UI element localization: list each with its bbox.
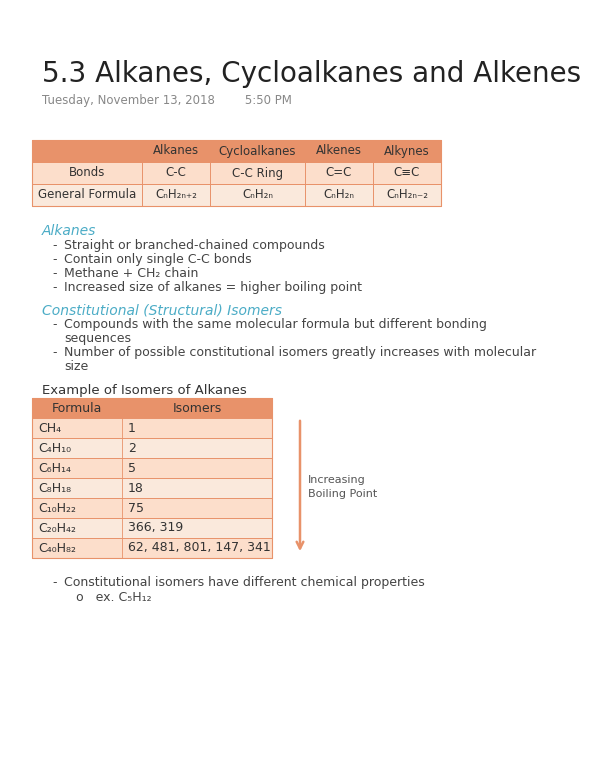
Text: -: - — [52, 318, 57, 331]
Text: -: - — [52, 281, 57, 294]
Text: Isomers: Isomers — [173, 401, 221, 414]
Bar — [32, 418, 272, 438]
Bar — [32, 498, 272, 518]
Text: -: - — [52, 239, 57, 252]
Text: C₁₀H₂₂: C₁₀H₂₂ — [38, 501, 76, 514]
Text: C₄H₁₀: C₄H₁₀ — [38, 441, 71, 454]
Text: Alkanes: Alkanes — [42, 224, 96, 238]
Text: o   ex. C₅H₁₂: o ex. C₅H₁₂ — [76, 591, 152, 604]
Text: C₈H₁₈: C₈H₁₈ — [38, 481, 71, 494]
Text: C-C: C-C — [165, 166, 186, 179]
Text: Tuesday, November 13, 2018        5:50 PM: Tuesday, November 13, 2018 5:50 PM — [42, 94, 292, 107]
Text: C₄₀H₈₂: C₄₀H₈₂ — [38, 541, 76, 554]
Bar — [32, 140, 441, 206]
Bar — [32, 184, 441, 206]
Bar — [32, 518, 272, 538]
Text: 62, 481, 801, 147, 341: 62, 481, 801, 147, 341 — [128, 541, 271, 554]
Text: CₙH₂ₙ: CₙH₂ₙ — [242, 189, 273, 202]
Text: Alkanes: Alkanes — [153, 145, 199, 158]
Text: Contain only single C-C bonds: Contain only single C-C bonds — [64, 253, 252, 266]
Text: 2: 2 — [128, 441, 136, 454]
Text: Increasing: Increasing — [308, 475, 366, 485]
Text: 18: 18 — [128, 481, 144, 494]
Bar — [32, 438, 272, 458]
Text: Alkynes: Alkynes — [384, 145, 430, 158]
Text: Compounds with the same molecular formula but different bonding: Compounds with the same molecular formul… — [64, 318, 487, 331]
Text: -: - — [52, 576, 57, 589]
Text: Constitutional isomers have different chemical properties: Constitutional isomers have different ch… — [64, 576, 425, 589]
Bar — [32, 162, 441, 184]
Text: size: size — [64, 360, 88, 373]
Text: Cycloalkanes: Cycloalkanes — [219, 145, 296, 158]
Text: Number of possible constitutional isomers greatly increases with molecular: Number of possible constitutional isomer… — [64, 346, 536, 359]
Bar — [32, 458, 272, 478]
Text: -: - — [52, 267, 57, 280]
Text: Straight or branched-chained compounds: Straight or branched-chained compounds — [64, 239, 325, 252]
Text: 5.3 Alkanes, Cycloalkanes and Alkenes: 5.3 Alkanes, Cycloalkanes and Alkenes — [42, 60, 581, 88]
Text: 75: 75 — [128, 501, 144, 514]
Text: CₙH₂ₙ₊₂: CₙH₂ₙ₊₂ — [155, 189, 197, 202]
Bar — [32, 538, 272, 558]
Bar — [32, 398, 272, 418]
Text: -: - — [52, 253, 57, 266]
Text: Increased size of alkanes = higher boiling point: Increased size of alkanes = higher boili… — [64, 281, 362, 294]
Bar — [32, 140, 441, 162]
Text: C₆H₁₄: C₆H₁₄ — [38, 461, 71, 474]
Text: 5: 5 — [128, 461, 136, 474]
Text: Formula: Formula — [52, 401, 102, 414]
Text: Example of Isomers of Alkanes: Example of Isomers of Alkanes — [42, 384, 247, 397]
Text: Bonds: Bonds — [69, 166, 105, 179]
Text: sequences: sequences — [64, 332, 131, 345]
Text: C₂₀H₄₂: C₂₀H₄₂ — [38, 521, 76, 534]
Bar — [32, 478, 272, 498]
Text: Alkenes: Alkenes — [316, 145, 362, 158]
Text: -: - — [52, 346, 57, 359]
Text: 366, 319: 366, 319 — [128, 521, 183, 534]
Text: C=C: C=C — [326, 166, 352, 179]
Text: CₙH₂ₙ: CₙH₂ₙ — [324, 189, 355, 202]
Text: 1: 1 — [128, 421, 136, 434]
Text: CH₄: CH₄ — [38, 421, 61, 434]
Text: General Formula: General Formula — [38, 189, 136, 202]
Bar — [32, 398, 272, 558]
Text: CₙH₂ₙ₋₂: CₙH₂ₙ₋₂ — [386, 189, 428, 202]
Text: C≡C: C≡C — [394, 166, 420, 179]
Text: C-C Ring: C-C Ring — [232, 166, 283, 179]
Text: Constitutional (Structural) Isomers: Constitutional (Structural) Isomers — [42, 303, 282, 317]
Text: Boiling Point: Boiling Point — [308, 489, 377, 499]
Text: Methane + CH₂ chain: Methane + CH₂ chain — [64, 267, 198, 280]
